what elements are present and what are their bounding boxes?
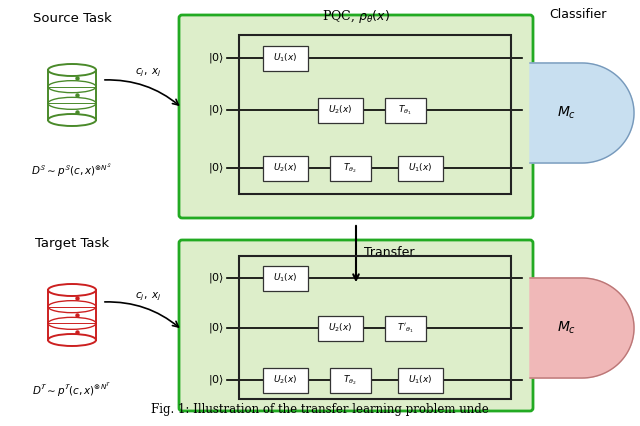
FancyBboxPatch shape	[262, 265, 307, 291]
Text: $U_2(x)$: $U_2(x)$	[273, 374, 297, 386]
Text: $|0\rangle$: $|0\rangle$	[208, 103, 224, 117]
FancyBboxPatch shape	[397, 155, 442, 181]
FancyBboxPatch shape	[262, 368, 307, 392]
Text: $T'_{\theta_1}$: $T'_{\theta_1}$	[397, 321, 413, 335]
Text: $c_j,\ x_j$: $c_j,\ x_j$	[134, 291, 161, 303]
Text: Fig. 1: Illustration of the transfer learning problem unde: Fig. 1: Illustration of the transfer lea…	[151, 403, 489, 416]
Text: $D^\mathcal{S} \sim p^\mathcal{S}(c,x)^{\otimes N^\mathcal{S}}$: $D^\mathcal{S} \sim p^\mathcal{S}(c,x)^{…	[31, 162, 113, 179]
Text: Source Task: Source Task	[33, 12, 111, 25]
Polygon shape	[48, 70, 96, 120]
Polygon shape	[48, 290, 96, 340]
Text: $U_2(x)$: $U_2(x)$	[328, 104, 352, 116]
FancyBboxPatch shape	[262, 155, 307, 181]
Text: $T_{\theta_2}$: $T_{\theta_2}$	[343, 373, 357, 387]
Text: $M_c$: $M_c$	[557, 320, 576, 336]
Text: $|0\rangle$: $|0\rangle$	[208, 321, 224, 335]
Text: $T_{\theta_1}$: $T_{\theta_1}$	[398, 103, 412, 117]
FancyBboxPatch shape	[385, 316, 426, 340]
Text: $|0\rangle$: $|0\rangle$	[208, 51, 224, 65]
FancyBboxPatch shape	[330, 155, 371, 181]
FancyBboxPatch shape	[385, 98, 426, 123]
Text: Target Task: Target Task	[35, 237, 109, 250]
Ellipse shape	[48, 114, 96, 126]
FancyBboxPatch shape	[330, 368, 371, 392]
FancyBboxPatch shape	[397, 368, 442, 392]
Ellipse shape	[48, 284, 96, 296]
Text: $D^\mathcal{T} \sim p^\mathcal{T}(c,x)^{\otimes N^\mathcal{T}}$: $D^\mathcal{T} \sim p^\mathcal{T}(c,x)^{…	[32, 382, 112, 399]
FancyBboxPatch shape	[179, 240, 533, 411]
Text: $|0\rangle$: $|0\rangle$	[208, 373, 224, 387]
FancyBboxPatch shape	[317, 98, 362, 123]
Text: $U_1(x)$: $U_1(x)$	[273, 272, 297, 284]
Ellipse shape	[48, 334, 96, 346]
Text: $U_1(x)$: $U_1(x)$	[408, 374, 432, 386]
Polygon shape	[530, 63, 634, 163]
Text: PQC, $\rho_\theta(x)$: PQC, $\rho_\theta(x)$	[322, 8, 390, 25]
Text: $U_2(x)$: $U_2(x)$	[328, 322, 352, 334]
FancyBboxPatch shape	[262, 46, 307, 70]
Text: $c_j,\ x_j$: $c_j,\ x_j$	[134, 67, 161, 79]
Text: $|0\rangle$: $|0\rangle$	[208, 271, 224, 285]
Ellipse shape	[48, 64, 96, 76]
Polygon shape	[530, 278, 634, 378]
Text: $T_{\theta_2}$: $T_{\theta_2}$	[343, 161, 357, 175]
Text: $|0\rangle$: $|0\rangle$	[208, 161, 224, 175]
Text: $U_1(x)$: $U_1(x)$	[408, 162, 432, 174]
Text: $U_2(x)$: $U_2(x)$	[273, 162, 297, 174]
Text: Transfer: Transfer	[364, 245, 415, 259]
Text: $U_1(x)$: $U_1(x)$	[273, 52, 297, 64]
Text: $M_c$: $M_c$	[557, 105, 576, 121]
FancyBboxPatch shape	[179, 15, 533, 218]
Text: Classifier: Classifier	[549, 8, 607, 21]
FancyBboxPatch shape	[317, 316, 362, 340]
